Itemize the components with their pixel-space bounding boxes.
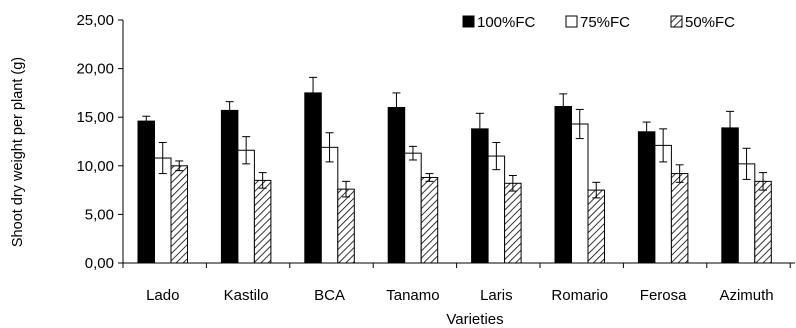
y-axis-label: Shoot dry weight per plant (g): [10, 57, 26, 247]
bar-75pctfc: [320, 146, 339, 264]
bar-100pctfc: [387, 106, 406, 264]
legend-swatch: [462, 15, 475, 28]
x-tick-label: Lado: [146, 287, 179, 304]
y-tick-label: 5,00: [85, 206, 114, 223]
bar-50pctfc: [587, 189, 605, 264]
x-tick-label: Ferosa: [640, 287, 687, 304]
bar-50pctfc: [420, 176, 439, 264]
plot-area: 0,00 5,00 10,00 15,00 20,00 25,00 Lado Kastilo B…: [76, 12, 795, 304]
bar-100pctfc: [554, 106, 572, 264]
legend: 100%FC 75%FC 50%FC: [462, 14, 735, 31]
x-axis-label: Varieties: [446, 311, 503, 328]
bar-75pctfc: [404, 152, 422, 264]
legend-label: 50%FC: [685, 14, 735, 31]
bar-75pctfc: [571, 123, 589, 264]
legend-label: 75%FC: [580, 14, 630, 31]
bar-100pctfc: [637, 131, 656, 264]
bar-50pctfc: [754, 180, 772, 264]
bar-50pctfc: [670, 173, 689, 264]
y-tick-label: 10,00: [76, 158, 114, 175]
y-tick-label: 15,00: [76, 109, 114, 126]
bar-100pctfc: [304, 92, 322, 264]
x-tick-label: BCA: [314, 287, 345, 304]
bar-50pctfc: [337, 188, 355, 264]
x-tick-label: Tanamo: [386, 287, 439, 304]
bar-50pctfc: [170, 165, 188, 264]
x-tick-label: Azimuth: [719, 287, 773, 304]
y-tick-label: 25,00: [76, 12, 114, 29]
bar-75pctfc: [237, 149, 255, 264]
bar-100pctfc: [471, 128, 489, 264]
x-tick-label: Laris: [480, 287, 513, 304]
bar-75pctfc: [654, 144, 672, 264]
bar-75pctfc: [487, 155, 506, 264]
legend-swatch: [565, 15, 578, 28]
bar-100pctfc: [137, 120, 155, 264]
bar-50pctfc: [504, 182, 522, 264]
legend-swatch: [670, 15, 683, 28]
bar-100pctfc: [721, 127, 739, 264]
bar-100pctfc: [220, 109, 239, 264]
x-tick-label: Kastilo: [224, 287, 269, 304]
legend-label: 100%FC: [477, 14, 536, 31]
bar-50pctfc: [253, 179, 272, 264]
y-tick-label: 20,00: [76, 61, 114, 78]
x-tick-label: Romario: [551, 287, 608, 304]
y-tick-label: 0,00: [85, 255, 114, 272]
